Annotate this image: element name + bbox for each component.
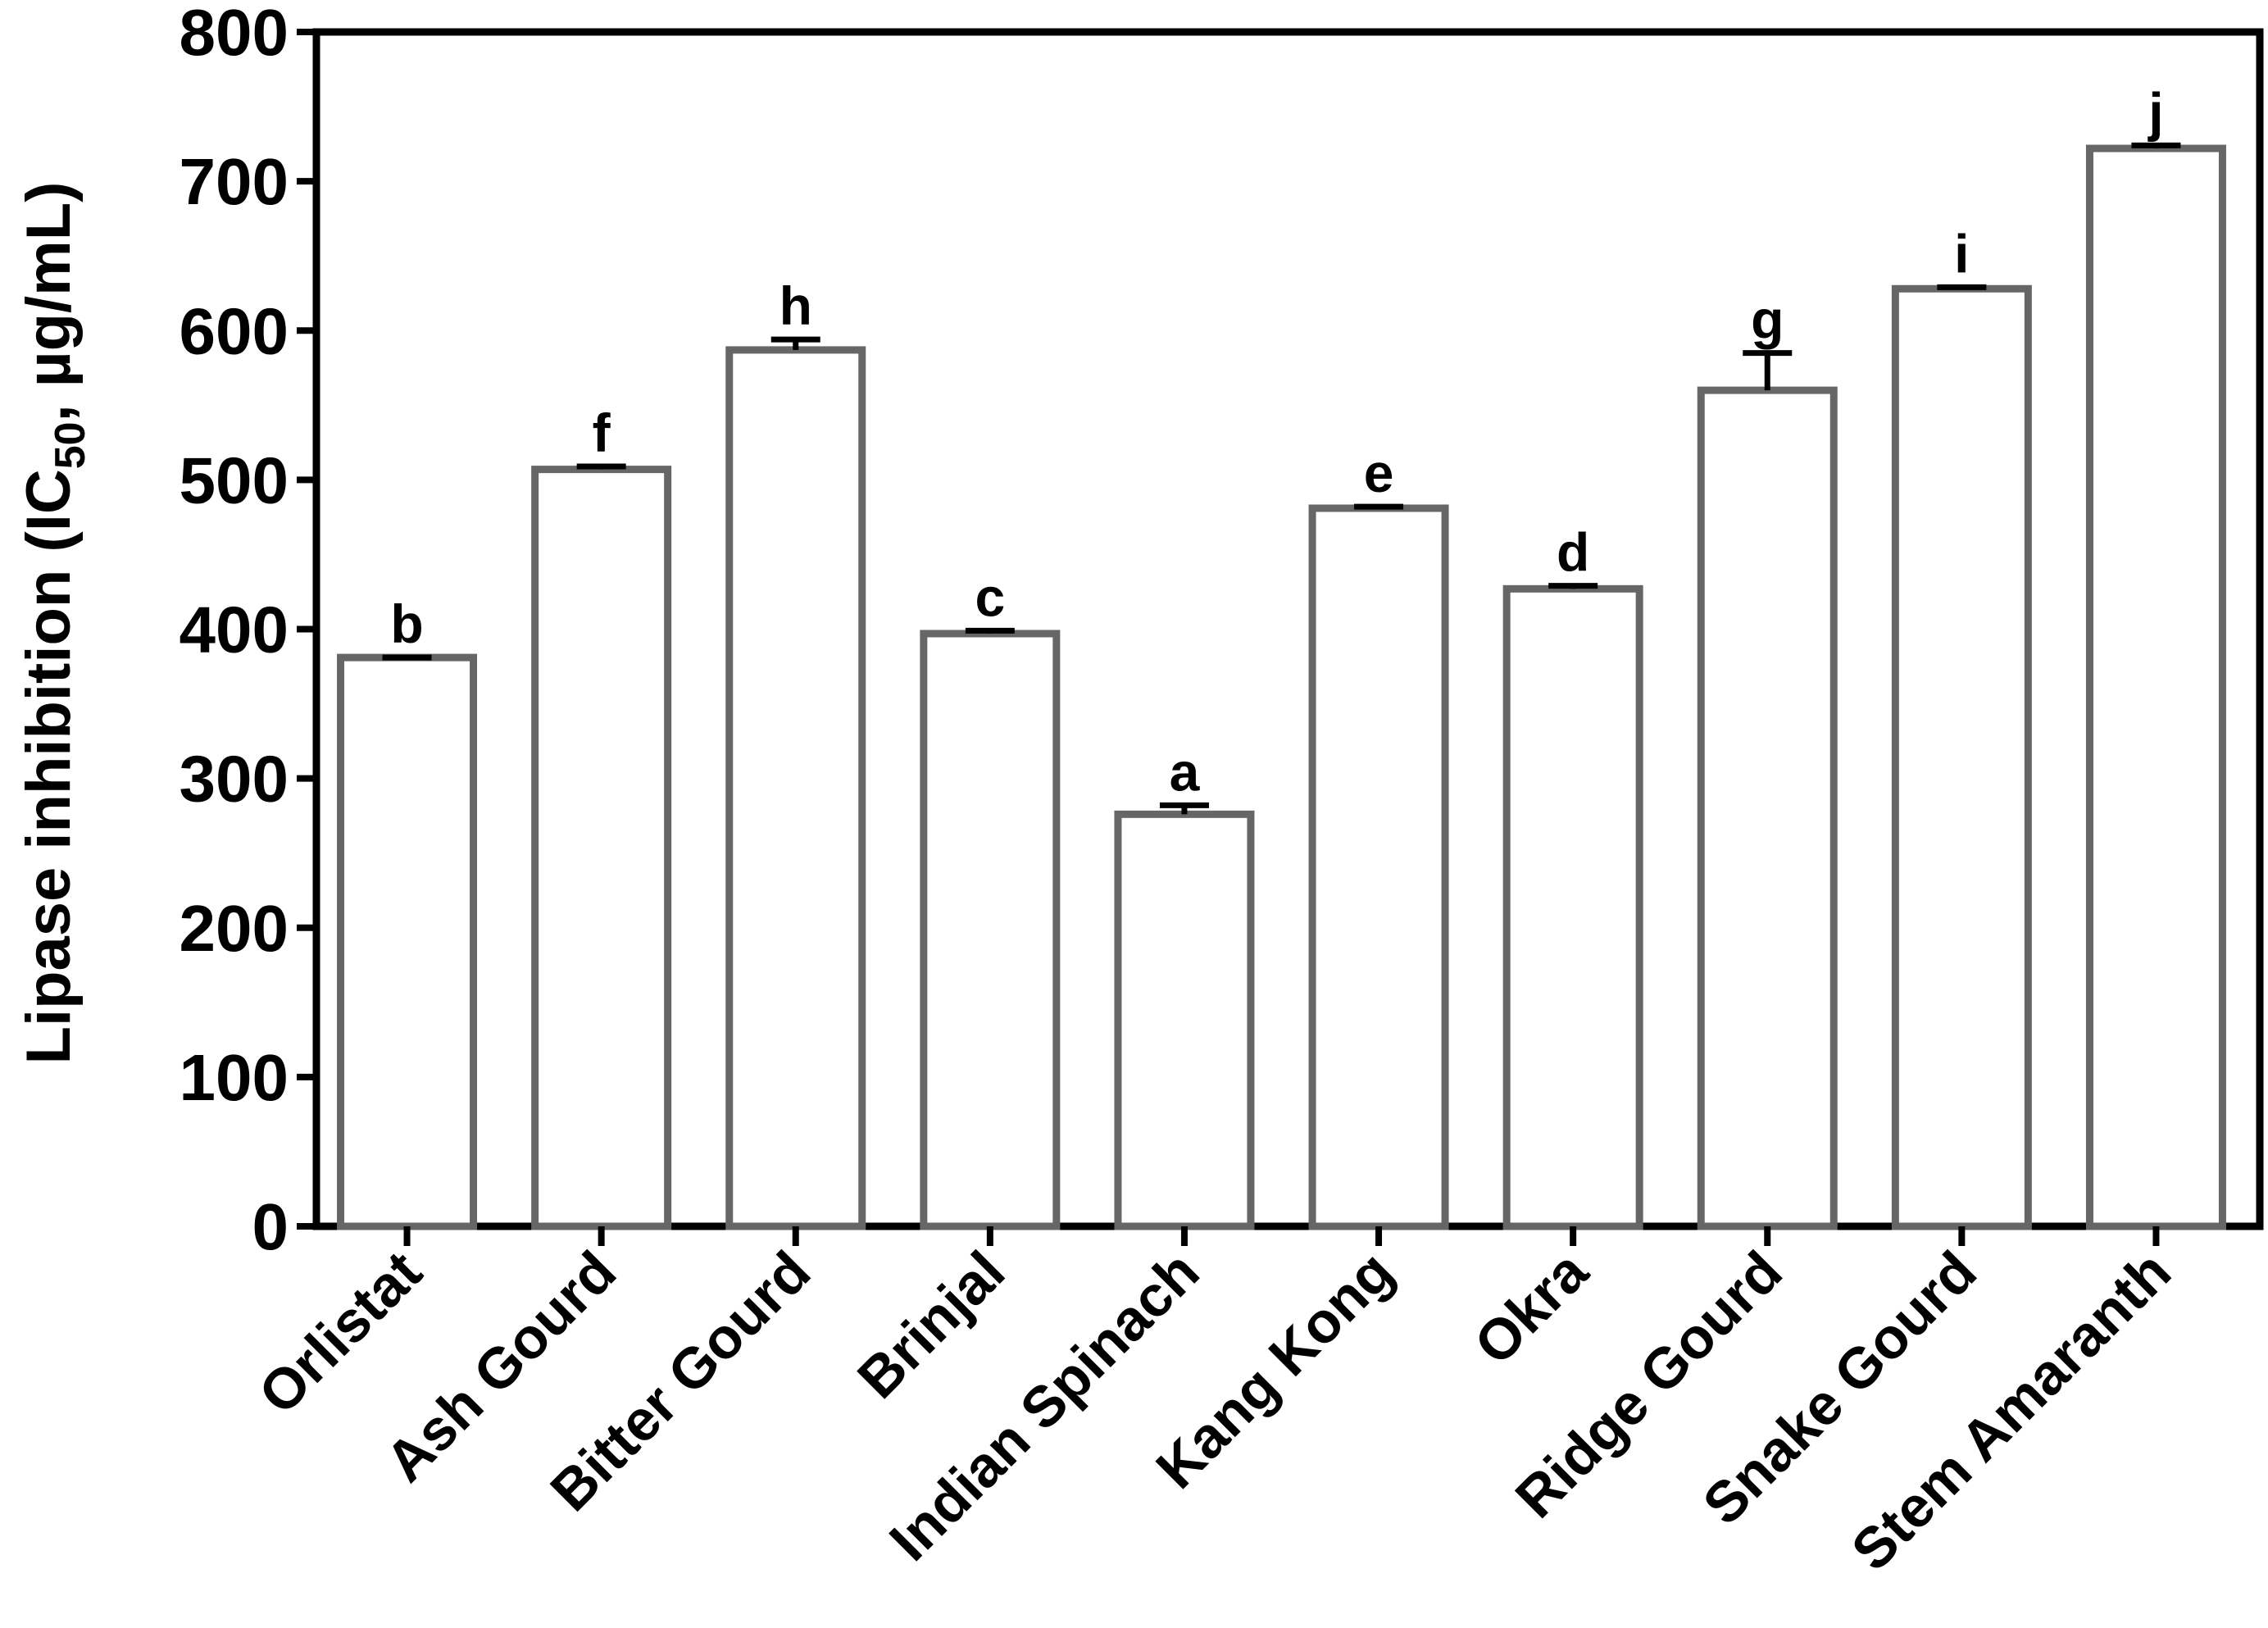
y-label-text: , µg/mL) xyxy=(14,182,84,422)
bar xyxy=(1697,386,1838,1230)
x-tick-label: Orlistat xyxy=(247,1239,434,1426)
annotation: h xyxy=(779,275,812,336)
bar xyxy=(2085,144,2226,1230)
bar xyxy=(337,653,478,1230)
y-tick-label: 200 xyxy=(180,892,289,965)
x-tick-label: Okra xyxy=(1462,1239,1601,1377)
bar xyxy=(531,466,672,1230)
y-tick-label: 500 xyxy=(180,443,289,516)
x-tick-label: Brinjal xyxy=(845,1239,1016,1410)
bar xyxy=(1891,284,2032,1230)
bar xyxy=(1308,504,1449,1230)
annotation: b xyxy=(390,593,423,654)
y-label-text: Lipase inhibition (IC xyxy=(14,469,84,1064)
y-tick-label: 400 xyxy=(180,593,289,666)
annotation: d xyxy=(1557,522,1589,583)
annotation: c xyxy=(975,566,1005,627)
annotation: a xyxy=(1170,741,1201,802)
y-axis-label: Lipase inhibition (IC50, µg/mL) xyxy=(14,182,94,1065)
bar xyxy=(920,630,1061,1230)
annotation: e xyxy=(1364,443,1394,503)
bar xyxy=(1502,584,1643,1230)
annotation: f xyxy=(593,402,611,463)
bar xyxy=(725,346,866,1230)
annotation: i xyxy=(1954,223,1969,284)
y-tick-label: 600 xyxy=(180,294,289,367)
y-tick-label: 800 xyxy=(180,0,289,69)
bar xyxy=(1114,810,1255,1230)
y-tick-label: 100 xyxy=(180,1041,289,1114)
annotation: j xyxy=(2147,81,2163,142)
y-label-subscript: 50 xyxy=(47,421,94,469)
annotation: g xyxy=(1751,289,1784,350)
y-tick-label: 700 xyxy=(180,145,289,218)
y-tick-label: 0 xyxy=(252,1190,289,1263)
y-tick-label: 300 xyxy=(180,743,289,816)
